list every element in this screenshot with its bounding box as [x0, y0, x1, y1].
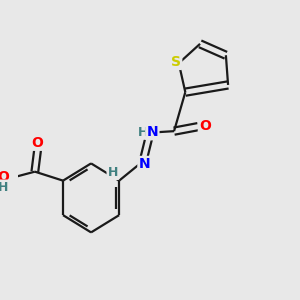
Text: S: S — [171, 55, 181, 69]
Text: O: O — [199, 119, 211, 133]
Text: H: H — [138, 126, 148, 139]
Text: O: O — [32, 136, 44, 150]
Text: N: N — [147, 125, 158, 139]
Text: O: O — [0, 170, 9, 184]
Text: N: N — [139, 157, 150, 171]
Text: H: H — [108, 166, 118, 179]
Text: H: H — [0, 181, 8, 194]
